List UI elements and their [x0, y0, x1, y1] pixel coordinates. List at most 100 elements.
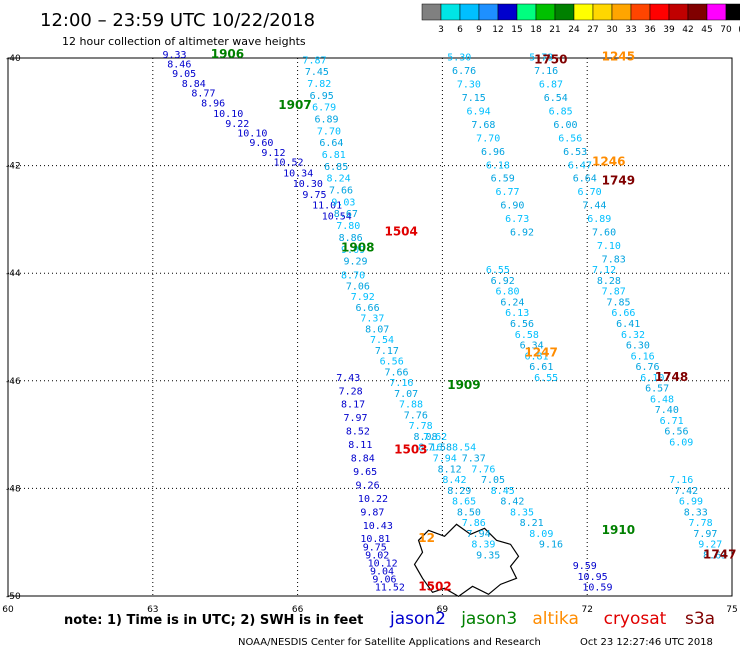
y-tick-label: -42 [6, 162, 21, 172]
swh-value-label: 10.59 [582, 583, 612, 594]
color-scale-tick: 15 [511, 25, 522, 35]
color-scale-tick: 30 [606, 25, 618, 35]
swh-value-label: 6.90 [500, 201, 524, 212]
color-swatch [630, 3, 651, 21]
swh-value-label: 7.28 [339, 386, 363, 397]
swh-value-label: 6.00 [553, 120, 577, 131]
pass-time-label: 1907 [278, 98, 311, 112]
island-outline [413, 523, 520, 598]
swh-value-label: 9.87 [360, 507, 384, 518]
swh-value-label: 6.77 [495, 187, 519, 198]
swh-value-label: 8.70 [341, 271, 365, 282]
y-tick-label: -50 [6, 592, 21, 602]
color-swatch [421, 3, 442, 21]
color-swatch [459, 3, 480, 21]
swh-value-label: 7.10 [597, 241, 621, 252]
swh-value-label: 6.85 [549, 106, 573, 117]
swh-value-label: 8.29 [447, 486, 471, 497]
swh-value-label: 7.85 [607, 297, 631, 308]
swh-value-label: 8.21 [520, 518, 544, 529]
swh-value-label: 6.30 [626, 341, 650, 352]
swh-value-label: 8.52 [346, 427, 370, 438]
swh-value-label: 7.94 [467, 529, 491, 540]
pass-time-label: 1246 [592, 155, 625, 169]
swh-value-label: 6.59 [491, 174, 515, 185]
swh-value-label: 7.05 [481, 475, 505, 486]
swh-value-label: 6.56 [510, 319, 534, 330]
swh-value-label: 11.01 [312, 201, 342, 212]
y-tick-label: -48 [6, 484, 21, 494]
pass-time-label: 1749 [602, 173, 635, 187]
swh-value-label: 8.77 [191, 89, 215, 100]
swh-value-label: 6.56 [664, 427, 688, 438]
swh-value-label: 9.09 [341, 245, 365, 256]
swh-value-label: 7.66 [329, 186, 353, 197]
color-swatch [573, 3, 594, 21]
swh-value-label: 7.12 [592, 265, 616, 276]
swh-value-label: 6.16 [631, 351, 655, 362]
color-scale-tick: 12 [492, 25, 503, 35]
swh-value-label: 10.10 [213, 109, 243, 120]
swh-value-label: 6.56 [380, 357, 404, 368]
swh-value-label: 7.68 [471, 120, 495, 131]
pass-time-label: 1747 [703, 547, 736, 561]
swh-value-label: 7.97 [693, 529, 717, 540]
kerguelen-island [413, 523, 520, 598]
swh-value-label: 6.99 [679, 497, 703, 508]
swh-value-label: 9.35 [476, 550, 500, 561]
swh-value-label: 7.97 [343, 413, 367, 424]
swh-value-label: 9.60 [249, 138, 273, 149]
color-swatch [649, 3, 670, 21]
swh-value-label: 6.76 [635, 362, 659, 373]
swh-value-label: 8.46 [167, 60, 191, 71]
swh-value-label: 7.44 [582, 201, 606, 212]
swh-value-label: 7.42 [674, 486, 698, 497]
swh-value-label: 8.54 [452, 443, 476, 454]
swh-value-label: 7.30 [457, 80, 481, 91]
pass-time-label: 12 [418, 531, 435, 545]
swh-value-label: 9.26 [356, 480, 380, 491]
swh-value-label: 7.87 [302, 55, 326, 66]
satellite-legend: jason2 jason3 altika cryosat s3a [389, 609, 715, 629]
legend-altika: altika [532, 609, 579, 629]
pass-time-label: 1247 [524, 346, 557, 360]
chart-title: 12:00 – 23:59 UTC 10/22/2018 [40, 10, 315, 31]
color-scale-tick: 36 [644, 25, 656, 35]
swh-value-label: 9.02 [365, 550, 389, 561]
color-swatch [554, 3, 575, 21]
x-tick-label: 69 [437, 605, 449, 615]
swh-value-label: 7.80 [336, 221, 360, 232]
color-swatch [611, 3, 632, 21]
color-scale-tick: 39 [663, 25, 675, 35]
swh-value-label: 6.95 [310, 91, 334, 102]
swh-value-label: 9.04 [370, 566, 394, 577]
x-tick-label: 60 [2, 605, 14, 615]
swh-value-label: 6.81 [322, 150, 346, 161]
color-swatch [497, 3, 518, 21]
swh-value-label: 6.32 [621, 330, 645, 341]
swh-value-label: 6.87 [539, 80, 563, 91]
swh-value-label: 8.16 [418, 443, 442, 454]
swh-value-label: 6.92 [491, 276, 515, 287]
swh-value-label: 10.30 [293, 179, 323, 190]
swh-value-label: 7.78 [409, 421, 433, 432]
color-scale-tick: 18 [530, 25, 542, 35]
swh-value-label: 7.16 [534, 66, 558, 77]
wave-height-values: 9.338.469.058.848.778.9610.109.2210.109.… [162, 50, 727, 594]
color-swatch [668, 3, 689, 21]
chart-axes: 60 63 66 69 72 75 -40 -42 -44 -46 -48 -50 [2, 54, 737, 615]
swh-value-label: 10.52 [273, 158, 303, 169]
color-swatch [516, 3, 537, 21]
swh-value-label: 7.82 [307, 79, 331, 90]
pass-time-labels: 1906 1907 1750 1245 1246 1749 1504 1908 1247 1748… [211, 47, 737, 594]
swh-value-label: 6.34 [520, 341, 544, 352]
swh-value-label: 7.16 [389, 378, 413, 389]
swh-value-label: 8.08 [413, 432, 437, 443]
chart-header: 12:00 – 23:59 UTC 10/22/2018 12 hour col… [40, 10, 315, 48]
legend-jason2: jason2 [389, 609, 446, 629]
swh-value-label: 6.70 [578, 187, 602, 198]
swh-value-label: 7.60 [592, 228, 616, 239]
chart-footer: note: 1) Time is in UTC; 2) SWH is in fe… [64, 613, 713, 648]
